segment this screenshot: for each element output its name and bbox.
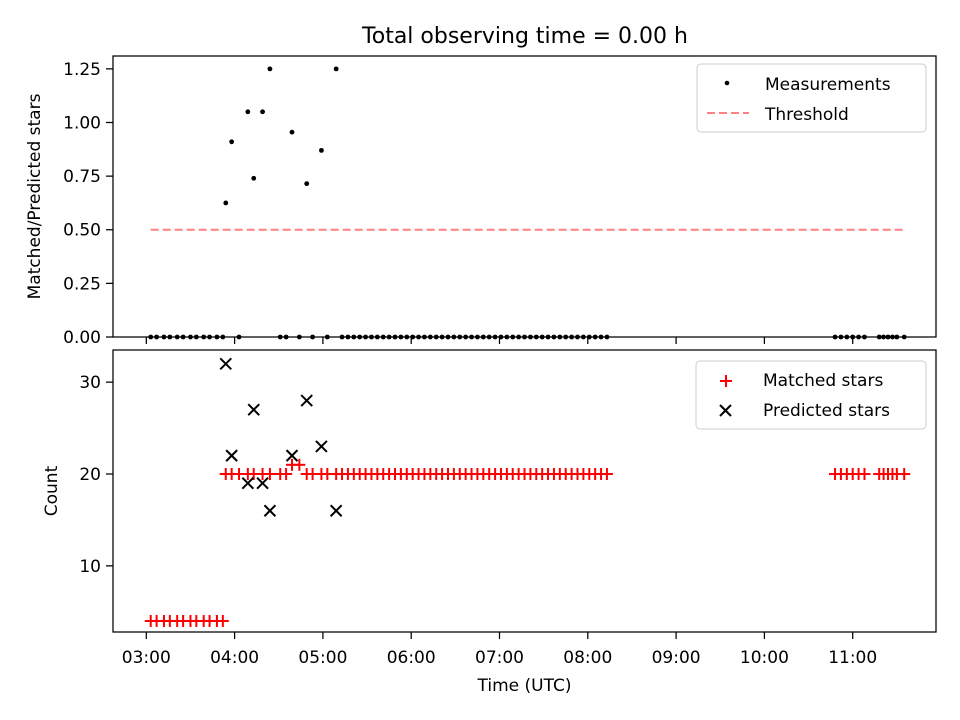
measurement-point — [304, 181, 310, 187]
bottom-x-ticks: 03:00 04:00 05:00 06:00 07:00 08:00 09:00 10:00… — [122, 632, 877, 668]
matched-star-point — [293, 458, 306, 471]
bottom-y-axis-label: Count — [42, 465, 62, 516]
measurement-point — [319, 147, 324, 153]
predicted-star-point — [241, 476, 255, 490]
legend-predicted-label: Predicted stars — [763, 401, 890, 421]
x-tick-label: 06:00 — [387, 648, 436, 668]
y-tick-label: 20 — [79, 465, 101, 485]
top-plot-frame — [112, 55, 937, 338]
y-tick-label: 30 — [79, 373, 101, 393]
x-tick-label: 07:00 — [475, 648, 524, 668]
x-tick-label: 09:00 — [652, 648, 701, 668]
predicted-star-point — [329, 504, 343, 517]
legend-matched-marker — [720, 375, 732, 387]
top-panel: 0.00 0.25 0.50 0.75 1.00 1.25 Matched/Predict… — [25, 55, 937, 348]
measurement-point — [229, 139, 235, 145]
bottom-legend: Matched stars Predicted stars — [695, 360, 927, 430]
predicted-star-point — [219, 357, 232, 370]
predicted-star-point — [247, 403, 260, 416]
matched-star-point — [280, 468, 293, 481]
bottom-y-ticks: 10 20 30 — [79, 373, 113, 577]
legend-predicted-marker — [719, 404, 732, 417]
y-tick-label: 1.00 — [63, 113, 101, 133]
y-tick-label: 10 — [79, 557, 101, 577]
bottom-legend-box — [695, 360, 927, 430]
measurement-point — [245, 109, 251, 115]
predicted-star-point — [225, 449, 238, 462]
x-axis-label: Time (UTC) — [477, 676, 572, 696]
top-y-axis-label: Matched/Predicted stars — [25, 93, 45, 299]
matched-star-point — [858, 468, 871, 481]
measurement-point — [289, 129, 295, 135]
x-tick-label: 08:00 — [563, 648, 612, 668]
y-tick-label: 0.75 — [63, 167, 101, 187]
x-tick-label: 11:00 — [828, 648, 877, 668]
y-tick-label: 0.00 — [63, 328, 101, 348]
x-tick-label: 05:00 — [298, 648, 347, 668]
x-tick-label: 03:00 — [122, 648, 171, 668]
bottom-series — [144, 357, 911, 627]
y-tick-label: 0.50 — [63, 221, 101, 241]
x-tick-label: 04:00 — [210, 648, 259, 668]
measurement-point — [251, 175, 257, 181]
matched-star-point — [600, 468, 613, 481]
measurement-point — [333, 66, 339, 72]
predicted-star-point — [300, 394, 313, 407]
top-y-ticks: 0.00 0.25 0.50 0.75 1.00 1.25 — [63, 60, 113, 348]
legend-matched-label: Matched stars — [763, 371, 883, 391]
bottom-plot-frame — [112, 349, 937, 633]
matched-star-point — [263, 468, 276, 481]
predicted-star-point — [256, 476, 269, 490]
predicted-star-point — [315, 440, 328, 453]
top-legend-box — [696, 63, 927, 133]
top-legend: Measurements Threshold — [696, 63, 927, 133]
predicted-star-point — [263, 504, 277, 517]
predicted-star-point — [285, 449, 299, 462]
figure-title: Total observing time = 0.00 h — [361, 24, 688, 49]
legend-threshold-label: Threshold — [764, 105, 849, 125]
x-tick-label: 10:00 — [740, 648, 789, 668]
measurement-point — [260, 109, 265, 115]
legend-measurements-marker — [724, 80, 730, 86]
bottom-panel: 10 20 30 03:00 04:00 05:00 06:00 07:00 08:00 09:… — [42, 349, 937, 696]
measurement-point — [267, 66, 273, 72]
legend-measurements-label: Measurements — [765, 75, 891, 95]
y-tick-label: 1.25 — [63, 60, 101, 80]
matched-star-point — [898, 468, 911, 481]
matched-star-point — [216, 614, 229, 627]
measurement-point — [223, 200, 229, 206]
y-tick-label: 0.25 — [63, 274, 101, 294]
